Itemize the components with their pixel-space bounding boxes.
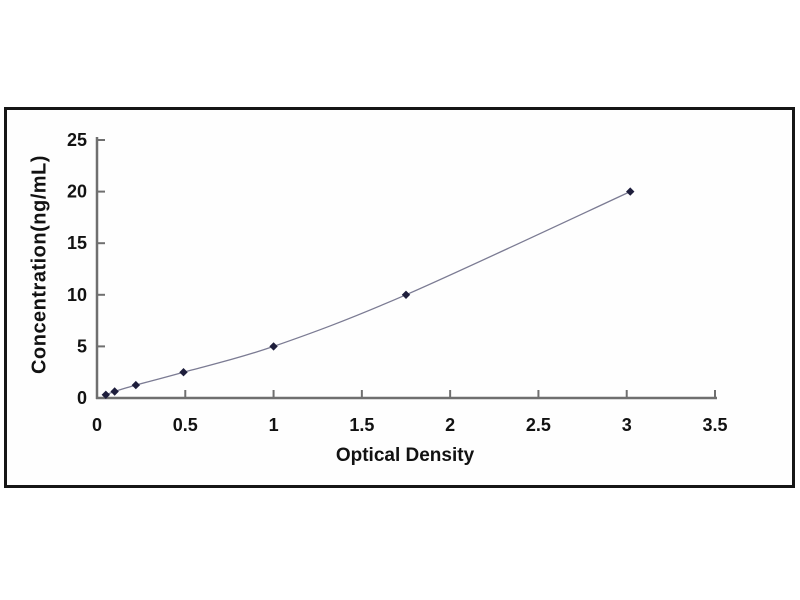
y-tick-label: 20 (67, 182, 87, 202)
x-tick-label: 1.5 (349, 415, 374, 435)
data-point-marker (101, 390, 111, 400)
data-point-marker (110, 387, 119, 396)
data-point-marker (131, 380, 141, 390)
y-tick-label: 25 (67, 130, 87, 150)
x-tick-label: 3.5 (702, 415, 727, 435)
x-tick-label: 0 (92, 415, 102, 435)
y-axis-title: Concentration(ng/mL) (28, 155, 51, 374)
standard-curve-line (105, 191, 631, 396)
x-tick-label: 1 (269, 415, 279, 435)
y-tick-label: 10 (67, 285, 87, 305)
x-tick-label: 3 (622, 415, 632, 435)
x-tick-label: 0.5 (173, 415, 198, 435)
x-tick-label: 2.5 (526, 415, 551, 435)
x-tick-label: 2 (445, 415, 455, 435)
data-point-marker (269, 342, 278, 351)
data-point-marker (179, 368, 188, 377)
data-point-marker (626, 187, 635, 196)
y-tick-label: 15 (67, 233, 87, 253)
y-tick-label: 0 (77, 388, 87, 408)
y-tick-label: 5 (77, 336, 87, 356)
x-axis-title: Optical Density (335, 445, 475, 466)
data-point-marker (401, 290, 411, 299)
